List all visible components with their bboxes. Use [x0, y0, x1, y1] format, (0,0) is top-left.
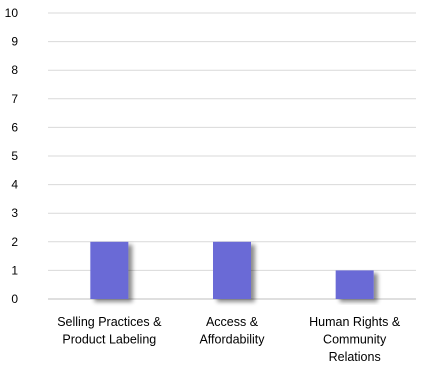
bar: [213, 241, 251, 299]
x-category-label-line: Relations: [329, 350, 381, 364]
y-tick-label: 4: [11, 178, 18, 192]
x-category-label-line: Access &: [206, 315, 259, 329]
x-category-label-line: Community: [323, 333, 387, 347]
bar: [90, 241, 129, 299]
y-axis-tick-labels: 0 1 2 3 4 5 6 7 8 9 10: [5, 6, 19, 306]
y-tick-label: 5: [11, 149, 18, 163]
y-tick-label: 7: [11, 92, 18, 106]
x-category-label-line: Product Labeling: [62, 333, 156, 347]
y-tick-label: 2: [11, 235, 18, 249]
bar: [335, 270, 374, 299]
x-category-label-line: Affordability: [199, 333, 265, 347]
bars: [90, 241, 374, 299]
x-category-label: Access & Affordability: [199, 315, 265, 347]
x-axis-category-labels: Selling Practices & Product Labeling Acces…: [57, 315, 401, 364]
y-tick-label: 3: [11, 206, 18, 220]
y-tick-label: 0: [11, 292, 18, 306]
y-tick-label: 6: [11, 120, 18, 134]
x-category-label-line: Selling Practices &: [57, 315, 162, 329]
x-category-label-line: Human Rights &: [309, 315, 401, 329]
y-tick-label: 1: [11, 263, 18, 277]
y-tick-label: 8: [11, 63, 18, 77]
y-tick-label: 10: [5, 6, 19, 20]
x-category-label: Human Rights & Community Relations: [309, 315, 401, 364]
y-tick-label: 9: [11, 35, 18, 49]
x-category-label: Selling Practices & Product Labeling: [57, 315, 162, 347]
